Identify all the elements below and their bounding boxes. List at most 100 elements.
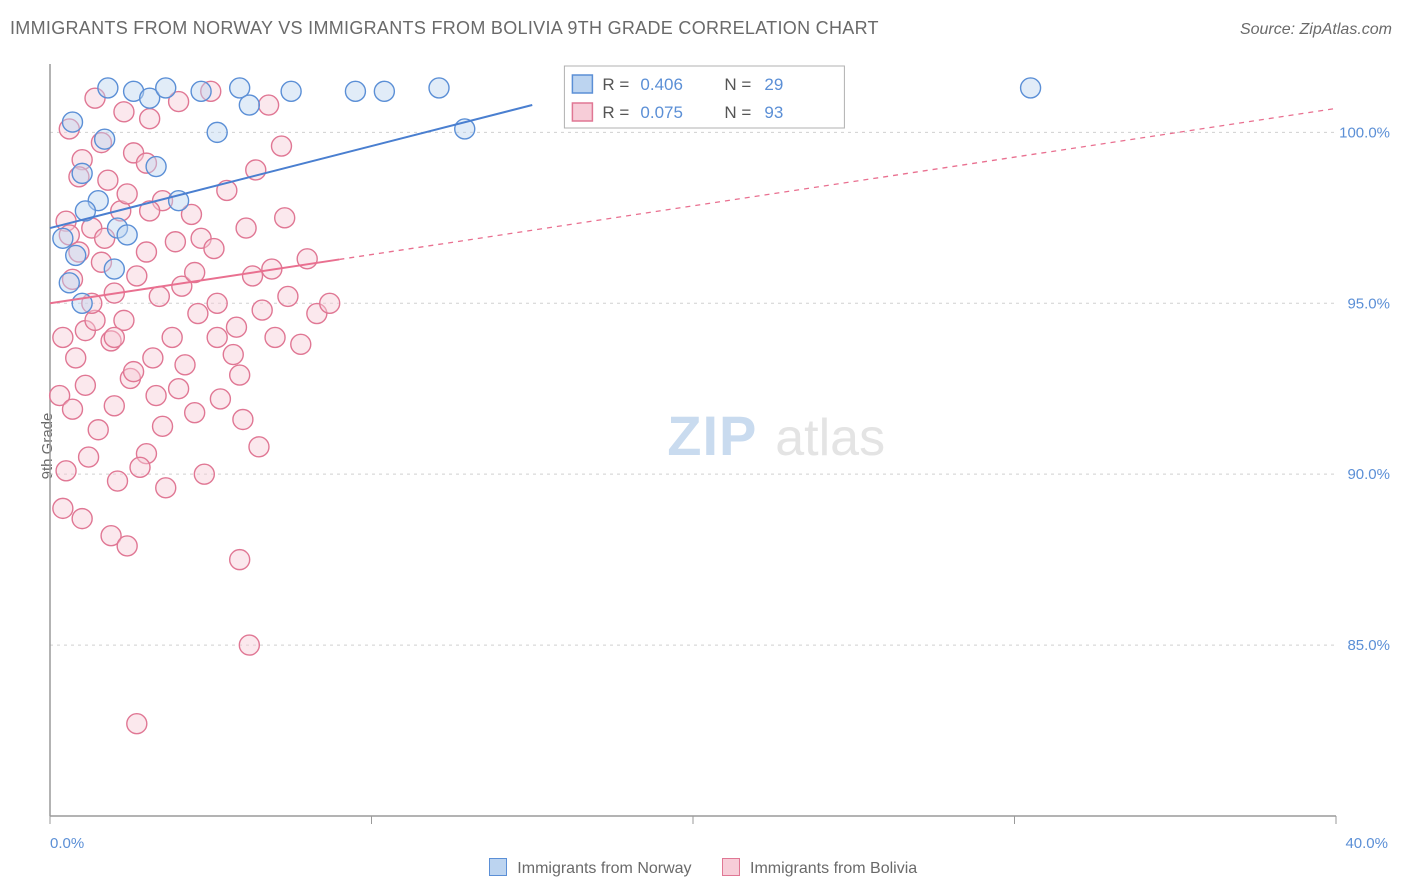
data-point: [374, 81, 394, 101]
data-point: [162, 327, 182, 347]
watermark-icon: atlas: [775, 409, 885, 467]
data-point: [75, 375, 95, 395]
data-point: [53, 327, 73, 347]
data-point: [153, 416, 173, 436]
data-point: [72, 509, 92, 529]
data-point: [236, 218, 256, 238]
data-point: [252, 300, 272, 320]
data-point: [275, 208, 295, 228]
header-row: IMMIGRANTS FROM NORWAY VS IMMIGRANTS FRO…: [10, 18, 1392, 39]
legend-r-label: R =: [602, 75, 629, 94]
data-point: [265, 327, 285, 347]
bottom-legend: Immigrants from Norway Immigrants from B…: [0, 858, 1406, 878]
data-point: [140, 109, 160, 129]
data-point: [249, 437, 269, 457]
data-point: [1021, 78, 1041, 98]
data-point: [230, 550, 250, 570]
legend-r-value: 0.075: [640, 103, 683, 122]
data-point: [156, 78, 176, 98]
scatter-chart: 85.0% 90.0% 95.0% 100.0% ZIP atlas R = 0.406 N =…: [48, 60, 1396, 830]
data-point: [223, 345, 243, 365]
data-point: [53, 498, 73, 518]
data-point: [98, 170, 118, 190]
data-point: [239, 95, 259, 115]
data-point: [165, 232, 185, 252]
chart-title: IMMIGRANTS FROM NORWAY VS IMMIGRANTS FRO…: [10, 18, 879, 39]
data-point: [127, 714, 147, 734]
legend-r-label: R =: [602, 103, 629, 122]
data-point: [117, 225, 137, 245]
data-point: [207, 122, 227, 142]
data-point: [117, 536, 137, 556]
data-point: [130, 457, 150, 477]
legend-n-label: N =: [724, 75, 751, 94]
data-point: [56, 461, 76, 481]
source-credit: Source: ZipAtlas.com: [1240, 21, 1392, 39]
legend-r-value: 0.406: [640, 75, 683, 94]
data-point: [239, 635, 259, 655]
legend-n-value: 29: [764, 75, 783, 94]
data-point: [72, 293, 92, 313]
data-point: [191, 81, 211, 101]
data-point: [281, 81, 301, 101]
legend-n-label: N =: [724, 103, 751, 122]
legend-n-value: 93: [764, 103, 783, 122]
legend-label-norway: Immigrants from Norway: [517, 860, 691, 877]
data-point: [114, 102, 134, 122]
x-axis-min-label: 0.0%: [50, 835, 84, 852]
data-point: [66, 245, 86, 265]
data-point: [98, 78, 118, 98]
data-point: [156, 478, 176, 498]
y-tick-label: 85.0%: [1347, 637, 1390, 654]
data-point: [124, 362, 144, 382]
data-point: [226, 317, 246, 337]
data-point: [320, 293, 340, 313]
data-point: [104, 259, 124, 279]
plot-area: 85.0% 90.0% 95.0% 100.0% ZIP atlas R = 0.406 N =…: [48, 60, 1396, 830]
data-point: [136, 242, 156, 262]
data-point: [66, 348, 86, 368]
data-point: [188, 304, 208, 324]
data-point: [169, 379, 189, 399]
data-point: [146, 157, 166, 177]
legend-swatch: [572, 75, 592, 93]
data-point: [59, 273, 79, 293]
data-point: [175, 355, 195, 375]
data-point: [79, 447, 99, 467]
data-point: [259, 95, 279, 115]
legend-swatch-norway: [489, 858, 507, 876]
data-point: [104, 327, 124, 347]
data-point: [271, 136, 291, 156]
data-point: [53, 228, 73, 248]
data-point: [127, 266, 147, 286]
data-point: [149, 286, 169, 306]
data-point: [104, 396, 124, 416]
y-tick-label: 95.0%: [1347, 295, 1390, 312]
data-point: [429, 78, 449, 98]
data-point: [88, 420, 108, 440]
data-point: [194, 464, 214, 484]
data-point: [345, 81, 365, 101]
legend-item-norway: Immigrants from Norway: [489, 858, 692, 878]
legend-swatch-bolivia: [722, 858, 740, 876]
y-tick-label: 100.0%: [1339, 124, 1390, 141]
data-point: [243, 266, 263, 286]
watermark-icon: ZIP: [667, 404, 757, 467]
y-tick-label: 90.0%: [1347, 466, 1390, 483]
trendline: [339, 108, 1336, 259]
data-point: [278, 286, 298, 306]
data-point: [117, 184, 137, 204]
data-point: [204, 239, 224, 259]
data-point: [63, 112, 83, 132]
data-point: [291, 334, 311, 354]
data-point: [146, 386, 166, 406]
data-point: [233, 409, 253, 429]
data-point: [143, 348, 163, 368]
data-point: [108, 471, 128, 491]
data-point: [72, 163, 92, 183]
legend-item-bolivia: Immigrants from Bolivia: [722, 858, 918, 878]
legend-swatch: [572, 103, 592, 121]
data-point: [207, 327, 227, 347]
data-point: [207, 293, 227, 313]
x-axis-max-label: 40.0%: [1345, 835, 1388, 852]
